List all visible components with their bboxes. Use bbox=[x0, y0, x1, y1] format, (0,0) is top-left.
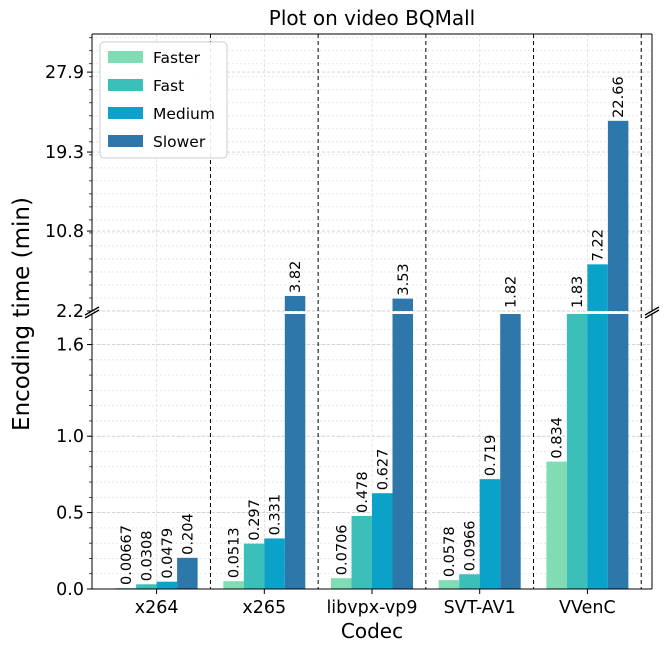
x-tick-label: VVenC bbox=[559, 598, 616, 618]
data-label: 22.66 bbox=[611, 76, 627, 118]
bar-medium-SVT-AV1 bbox=[479, 479, 501, 589]
data-label: 0.834 bbox=[550, 417, 566, 459]
y-tick-label: 0.5 bbox=[56, 504, 84, 524]
bar-faster-VVenC bbox=[546, 461, 567, 589]
data-label: 0.00667 bbox=[119, 525, 135, 585]
x-axis-label: Codec bbox=[341, 619, 403, 643]
data-labels: 0.00667 0.0513 0.0706 0.0578 0.834 0.0308 0.29… bbox=[119, 76, 627, 585]
bar-fast-libvpx-vp9 bbox=[351, 515, 372, 589]
legend-box bbox=[99, 41, 228, 159]
data-label: 0.0966 bbox=[462, 520, 478, 571]
bar-faster-x265 bbox=[223, 581, 244, 589]
bar-upper-medium-VVenC bbox=[587, 264, 608, 311]
bar-fast-VVenC bbox=[566, 314, 588, 589]
x-ticks: x264 x265 libvpx-vp9 SVT-AV1 VVenC bbox=[135, 589, 616, 618]
data-label: 3.82 bbox=[288, 261, 304, 293]
legend-swatch-slower bbox=[108, 135, 143, 147]
bar-medium-x264 bbox=[156, 581, 178, 589]
bar-slower-x265 bbox=[284, 314, 306, 589]
bar-upper-slower-VVenC bbox=[607, 120, 629, 312]
legend-swatch-fast bbox=[108, 79, 143, 91]
bar-medium-libvpx-vp9 bbox=[372, 493, 393, 589]
bar-upper-slower-libvpx-vp9 bbox=[392, 298, 413, 311]
data-label: 0.627 bbox=[375, 449, 391, 491]
data-label: 0.297 bbox=[247, 499, 263, 541]
bar-faster-x264 bbox=[115, 587, 137, 589]
data-label: 0.331 bbox=[268, 494, 284, 536]
bar-slower-x264 bbox=[177, 557, 198, 589]
y-tick-label: 0.0 bbox=[56, 580, 84, 600]
x-tick-label: x264 bbox=[135, 598, 179, 618]
legend-swatch-faster bbox=[108, 51, 143, 63]
y-axis-label: Encoding time (min) bbox=[9, 197, 35, 431]
bar-faster-SVT-AV1 bbox=[438, 580, 460, 589]
data-label: 0.204 bbox=[180, 513, 196, 555]
bars bbox=[115, 120, 629, 589]
bar-slower-VVenC bbox=[607, 314, 629, 589]
bar-medium-VVenC bbox=[587, 314, 608, 589]
bar-fast-x264 bbox=[136, 584, 157, 589]
x-tick-label: x265 bbox=[242, 598, 286, 618]
data-label: 0.478 bbox=[355, 471, 371, 513]
legend-label-slower: Slower bbox=[153, 133, 206, 151]
break-mark bbox=[644, 306, 660, 316]
y-tick-label: 2.2 bbox=[56, 302, 84, 322]
legend-label-fast: Fast bbox=[153, 77, 184, 95]
y-tick-label: 1.0 bbox=[56, 427, 84, 447]
data-label: 0.0706 bbox=[334, 524, 350, 575]
data-label: 7.22 bbox=[591, 229, 607, 261]
bar-upper-slower-x265 bbox=[284, 295, 306, 311]
axis-break-marks bbox=[84, 306, 660, 319]
chart-title: Plot on video BQMall bbox=[269, 6, 475, 30]
break-mark bbox=[84, 309, 100, 319]
legend-swatch-medium bbox=[108, 107, 143, 119]
data-label: 3.53 bbox=[396, 263, 412, 295]
data-label: 0.0479 bbox=[160, 528, 176, 579]
category-dividers bbox=[209, 34, 642, 589]
bar-medium-x265 bbox=[264, 538, 285, 589]
x-tick-label: SVT-AV1 bbox=[444, 598, 516, 618]
x-tick-label: libvpx-vp9 bbox=[326, 598, 417, 618]
bar-fast-SVT-AV1 bbox=[459, 574, 480, 589]
legend-label-medium: Medium bbox=[153, 105, 215, 123]
bar-slower-libvpx-vp9 bbox=[392, 314, 413, 589]
data-label: 1.83 bbox=[570, 276, 586, 308]
legend-label-faster: Faster bbox=[153, 49, 201, 67]
bar-faster-libvpx-vp9 bbox=[331, 578, 352, 589]
y-tick-label: 19.3 bbox=[45, 143, 84, 163]
data-label: 0.0308 bbox=[139, 531, 155, 582]
legend: Faster Fast Medium Slower bbox=[99, 41, 228, 159]
y-tick-label: 1.6 bbox=[56, 336, 84, 356]
break-mark bbox=[644, 309, 660, 319]
data-label: 1.82 bbox=[503, 276, 519, 308]
data-label: 0.0578 bbox=[442, 526, 458, 577]
data-label: 0.719 bbox=[483, 435, 499, 477]
y-tick-label: 10.8 bbox=[45, 222, 84, 242]
y-ticks: 0.0 0.5 1.0 1.6 2.2 10.8 19.3 27.9 bbox=[45, 37, 92, 600]
bar-slower-SVT-AV1 bbox=[500, 314, 521, 589]
break-mark bbox=[84, 306, 100, 316]
y-tick-label: 27.9 bbox=[45, 63, 84, 83]
data-label: 0.0513 bbox=[227, 527, 243, 578]
bar-fast-x265 bbox=[243, 543, 265, 589]
